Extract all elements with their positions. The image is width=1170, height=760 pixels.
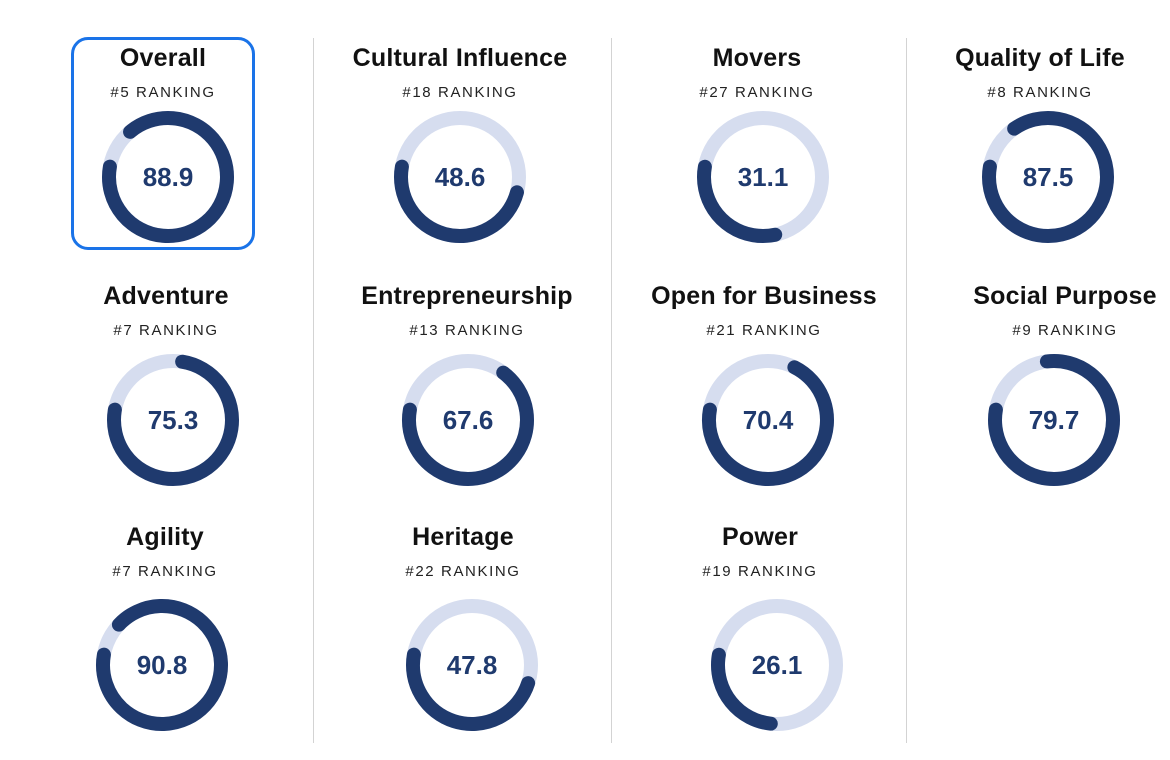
gauge-arc [394,111,526,243]
metric-score: 48.6 [434,162,486,192]
metric-ranking: #13 RANKING [409,322,525,339]
gauge-arc [982,111,1114,244]
metric-title: Power [721,523,799,551]
metric-card-social-purpose[interactable]: Social Purpose #9 RANKING 79.7 [868,278,1168,508]
metric-title: Heritage [412,523,514,551]
metric-title: Cultural Influence [352,44,568,72]
score-gauge [102,111,234,243]
metric-title: Entrepreneurship [361,282,573,310]
score-gauge [96,599,228,731]
metric-card-cultural-influence[interactable]: Cultural Influence #18 RANKING 48.6 [310,40,610,270]
metric-card-entrepreneurship[interactable]: Entrepreneurship #13 RANKING 67.6 [317,278,617,508]
metric-card-heritage[interactable]: Heritage #22 RANKING 47.8 [313,519,613,749]
column-divider [906,38,907,743]
metric-title: Social Purpose [973,282,1157,310]
metric-title: Quality of Life [955,44,1125,72]
metric-title: Movers [712,44,802,72]
gauge-arc [702,354,834,486]
metric-ranking: #22 RANKING [405,563,521,580]
metric-title: Adventure [103,282,229,310]
gauge-arc [406,599,538,731]
metric-card-overall[interactable]: Overall #5 RANKING 88.9 [13,40,313,270]
metric-score: 67.6 [442,405,494,435]
score-gauge [406,599,538,731]
metric-score: 79.7 [1028,405,1080,435]
metric-score: 90.8 [136,650,188,680]
score-gauge [988,354,1120,486]
column-divider [611,38,612,743]
metric-ranking: #27 RANKING [699,84,815,101]
metric-card-quality-of-life[interactable]: Quality of Life #8 RANKING 87.5 [868,40,1168,270]
score-gauge [697,110,829,243]
column-divider [313,38,314,743]
selected-metric-outline [71,37,255,250]
gauge-arc [711,599,843,731]
score-gauge [107,354,239,486]
metric-card-agility[interactable]: Agility #7 RANKING 90.8 [15,519,315,749]
metric-score: 26.1 [751,650,803,680]
metric-ranking: #19 RANKING [702,563,818,580]
gauge-arc [402,354,534,486]
gauge-arc [107,354,239,486]
metric-score: 47.8 [446,650,498,680]
score-gauge [402,354,534,486]
score-gauge [394,111,526,243]
metric-score: 70.4 [742,405,794,435]
metric-title: Overall [119,44,207,72]
metric-score: 31.1 [737,162,789,192]
score-gauge [702,354,834,486]
metric-card-adventure[interactable]: Adventure #7 RANKING 75.3 [16,278,316,508]
metric-ranking: #18 RANKING [402,84,518,101]
score-gauge [711,599,843,731]
score-gauge [982,111,1114,244]
metric-score: 75.3 [147,405,199,435]
gauge-arc [988,354,1120,486]
metric-score: 88.9 [142,162,194,192]
gauge-arc [96,599,228,731]
metric-title: Open for Business [651,282,877,310]
metric-score: 87.5 [1022,162,1074,192]
metric-ranking: #7 RANKING [113,322,219,339]
metric-card-movers[interactable]: Movers #27 RANKING 31.1 [607,40,907,270]
metric-ranking: #8 RANKING [987,84,1093,101]
metric-card-open-for-business[interactable]: Open for Business #21 RANKING 70.4 [614,278,914,508]
metric-ranking: #9 RANKING [1012,322,1118,339]
metric-ranking: #7 RANKING [112,563,218,580]
gauge-arc [102,111,234,243]
metric-ranking: #21 RANKING [706,322,822,339]
metric-ranking: #5 RANKING [110,84,216,101]
metric-title: Agility [126,523,204,551]
metric-card-power[interactable]: Power #19 RANKING 26.1 [610,519,910,749]
gauge-arc [697,110,829,243]
